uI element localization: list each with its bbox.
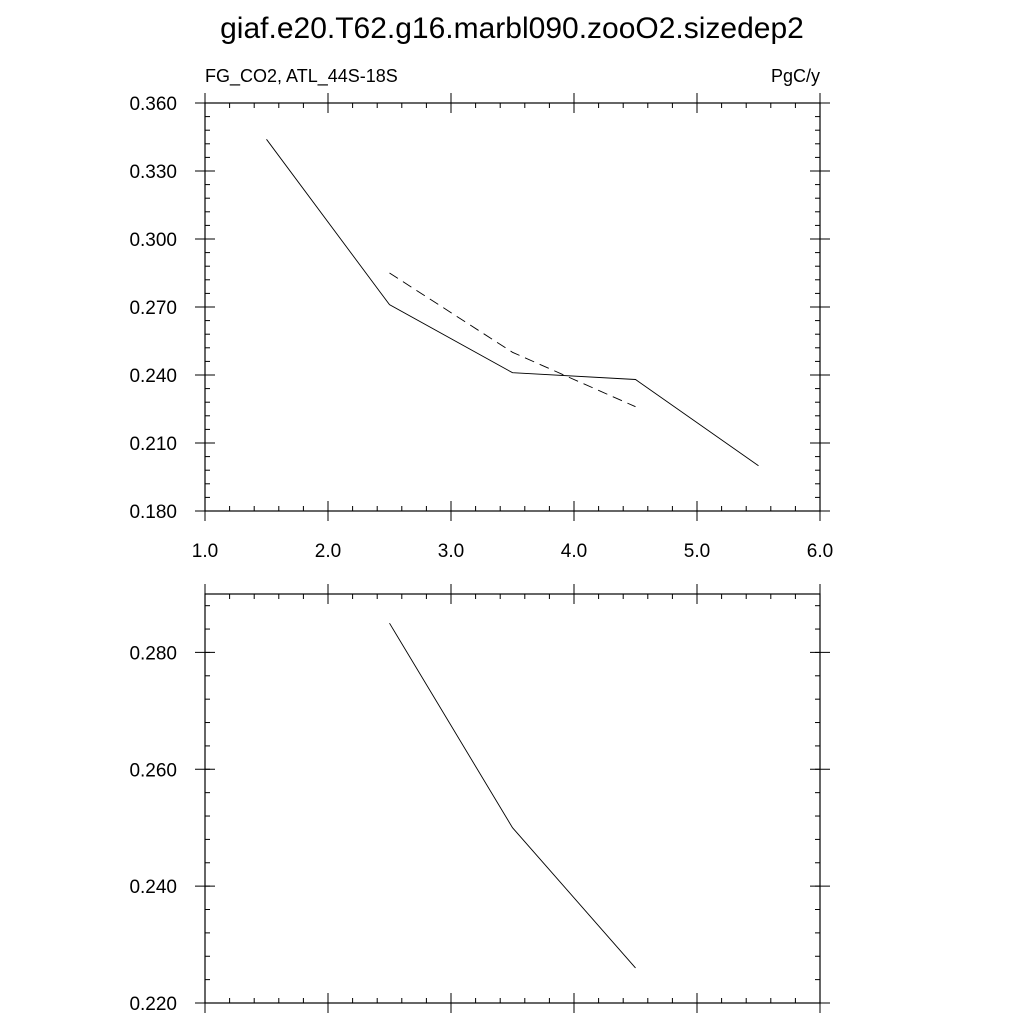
top-panel-left-label: FG_CO2, ATL_44S-18S xyxy=(205,66,398,87)
y-tick-label: 0.210 xyxy=(129,434,177,455)
y-tick-label: 0.180 xyxy=(129,502,177,523)
plot-frame xyxy=(204,102,821,512)
y-tick-label: 0.260 xyxy=(129,760,177,781)
series-line-solid xyxy=(266,139,759,467)
x-tick-label: 2.0 xyxy=(315,541,341,562)
axis-ticks xyxy=(195,584,830,1013)
x-tick-label: 3.0 xyxy=(438,541,464,562)
bottom-panel: 0.220 0.240 0.260 0.280 xyxy=(129,584,830,1015)
y-tick-label: 0.280 xyxy=(129,643,177,664)
figure-title: giaf.e20.T62.g16.marbl090.zooO2.sizedep2 xyxy=(220,12,804,45)
series-line-dashed xyxy=(389,272,636,408)
y-tick-label: 0.360 xyxy=(129,94,177,115)
axis-ticks xyxy=(195,93,830,521)
y-tick-label: 0.220 xyxy=(129,994,177,1015)
series-line-solid xyxy=(389,622,636,969)
x-tick-label: 4.0 xyxy=(561,541,587,562)
y-tick-label: 0.300 xyxy=(129,230,177,251)
top-panel-right-label: PgC/y xyxy=(771,66,820,86)
y-tick-label: 0.270 xyxy=(129,298,177,319)
top-panel: FG_CO2, ATL_44S-18S PgC/y 0.180 0.210 0.24… xyxy=(129,66,833,562)
y-tick-label: 0.240 xyxy=(129,366,177,387)
y-tick-label: 0.330 xyxy=(129,162,177,183)
x-tick-label: 6.0 xyxy=(807,541,833,562)
y-tick-label: 0.240 xyxy=(129,877,177,898)
plot-frame xyxy=(204,593,821,1004)
x-tick-label: 5.0 xyxy=(684,541,710,562)
x-tick-label: 1.0 xyxy=(192,541,218,562)
